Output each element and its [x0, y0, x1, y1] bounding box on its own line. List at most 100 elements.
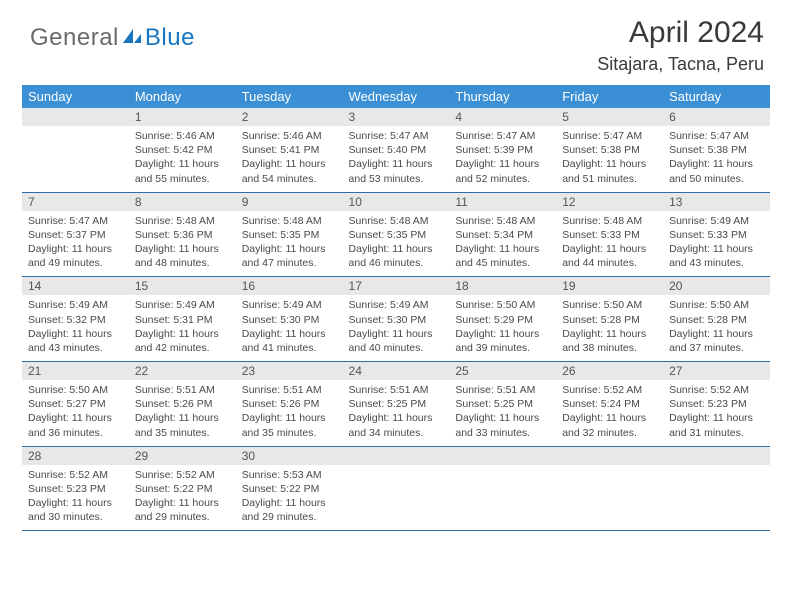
sunset-line: Sunset: 5:29 PM [455, 313, 550, 327]
day-details: Sunrise: 5:51 AMSunset: 5:25 PMDaylight:… [449, 380, 556, 446]
calendar-table: SundayMondayTuesdayWednesdayThursdayFrid… [22, 85, 770, 531]
day-number: 8 [129, 193, 236, 211]
sunset-line: Sunset: 5:24 PM [562, 397, 657, 411]
calendar-day-cell: 2Sunrise: 5:46 AMSunset: 5:41 PMDaylight… [236, 108, 343, 192]
sunrise-line: Sunrise: 5:48 AM [455, 214, 550, 228]
daylight-line: Daylight: 11 hours and 41 minutes. [242, 327, 337, 355]
sunrise-line: Sunrise: 5:48 AM [135, 214, 230, 228]
daylight-line: Daylight: 11 hours and 44 minutes. [562, 242, 657, 270]
day-number [343, 447, 450, 465]
day-number: 24 [343, 362, 450, 380]
calendar-day-cell: 24Sunrise: 5:51 AMSunset: 5:25 PMDayligh… [343, 362, 450, 447]
day-details: Sunrise: 5:46 AMSunset: 5:41 PMDaylight:… [236, 126, 343, 192]
sunrise-line: Sunrise: 5:51 AM [135, 383, 230, 397]
day-details: Sunrise: 5:52 AMSunset: 5:23 PMDaylight:… [663, 380, 770, 446]
calendar-week-row: 14Sunrise: 5:49 AMSunset: 5:32 PMDayligh… [22, 277, 770, 362]
sunset-line: Sunset: 5:25 PM [455, 397, 550, 411]
sunrise-line: Sunrise: 5:48 AM [562, 214, 657, 228]
day-details: Sunrise: 5:47 AMSunset: 5:39 PMDaylight:… [449, 126, 556, 192]
sunrise-line: Sunrise: 5:46 AM [242, 129, 337, 143]
day-number: 13 [663, 193, 770, 211]
sunrise-line: Sunrise: 5:52 AM [562, 383, 657, 397]
sunrise-line: Sunrise: 5:52 AM [28, 468, 123, 482]
daylight-line: Daylight: 11 hours and 53 minutes. [349, 157, 444, 185]
daylight-line: Daylight: 11 hours and 33 minutes. [455, 411, 550, 439]
day-number: 30 [236, 447, 343, 465]
sunset-line: Sunset: 5:33 PM [562, 228, 657, 242]
calendar-day-cell: 15Sunrise: 5:49 AMSunset: 5:31 PMDayligh… [129, 277, 236, 362]
calendar-day-cell: 25Sunrise: 5:51 AMSunset: 5:25 PMDayligh… [449, 362, 556, 447]
calendar-day-cell: 3Sunrise: 5:47 AMSunset: 5:40 PMDaylight… [343, 108, 450, 192]
logo-sail-icon [121, 27, 143, 50]
calendar-day-cell: 14Sunrise: 5:49 AMSunset: 5:32 PMDayligh… [22, 277, 129, 362]
calendar-day-cell: 6Sunrise: 5:47 AMSunset: 5:38 PMDaylight… [663, 108, 770, 192]
calendar-day-cell [556, 446, 663, 531]
day-details: Sunrise: 5:50 AMSunset: 5:28 PMDaylight:… [663, 295, 770, 361]
daylight-line: Daylight: 11 hours and 31 minutes. [669, 411, 764, 439]
sunset-line: Sunset: 5:39 PM [455, 143, 550, 157]
day-details: Sunrise: 5:48 AMSunset: 5:35 PMDaylight:… [343, 211, 450, 277]
sunset-line: Sunset: 5:31 PM [135, 313, 230, 327]
daylight-line: Daylight: 11 hours and 29 minutes. [135, 496, 230, 524]
calendar-day-cell: 9Sunrise: 5:48 AMSunset: 5:35 PMDaylight… [236, 192, 343, 277]
sunset-line: Sunset: 5:28 PM [669, 313, 764, 327]
calendar-day-cell: 28Sunrise: 5:52 AMSunset: 5:23 PMDayligh… [22, 446, 129, 531]
day-details: Sunrise: 5:48 AMSunset: 5:36 PMDaylight:… [129, 211, 236, 277]
day-details [22, 126, 129, 188]
day-details: Sunrise: 5:47 AMSunset: 5:38 PMDaylight:… [556, 126, 663, 192]
calendar-day-cell: 20Sunrise: 5:50 AMSunset: 5:28 PMDayligh… [663, 277, 770, 362]
calendar-day-cell [343, 446, 450, 531]
day-number: 3 [343, 108, 450, 126]
weekday-header: Thursday [449, 85, 556, 108]
day-details: Sunrise: 5:48 AMSunset: 5:34 PMDaylight:… [449, 211, 556, 277]
weekday-header: Saturday [663, 85, 770, 108]
sunrise-line: Sunrise: 5:49 AM [135, 298, 230, 312]
day-number: 9 [236, 193, 343, 211]
day-number: 18 [449, 277, 556, 295]
sunrise-line: Sunrise: 5:46 AM [135, 129, 230, 143]
sunset-line: Sunset: 5:30 PM [242, 313, 337, 327]
day-number: 6 [663, 108, 770, 126]
day-number: 15 [129, 277, 236, 295]
day-number: 7 [22, 193, 129, 211]
calendar-day-cell: 30Sunrise: 5:53 AMSunset: 5:22 PMDayligh… [236, 446, 343, 531]
day-details: Sunrise: 5:49 AMSunset: 5:33 PMDaylight:… [663, 211, 770, 277]
sunset-line: Sunset: 5:38 PM [562, 143, 657, 157]
sunset-line: Sunset: 5:33 PM [669, 228, 764, 242]
sunset-line: Sunset: 5:30 PM [349, 313, 444, 327]
day-number: 21 [22, 362, 129, 380]
daylight-line: Daylight: 11 hours and 29 minutes. [242, 496, 337, 524]
calendar-day-cell: 22Sunrise: 5:51 AMSunset: 5:26 PMDayligh… [129, 362, 236, 447]
daylight-line: Daylight: 11 hours and 51 minutes. [562, 157, 657, 185]
sunrise-line: Sunrise: 5:51 AM [242, 383, 337, 397]
sunset-line: Sunset: 5:37 PM [28, 228, 123, 242]
logo: General Blue [30, 24, 195, 52]
day-number: 25 [449, 362, 556, 380]
day-details: Sunrise: 5:51 AMSunset: 5:26 PMDaylight:… [129, 380, 236, 446]
sunrise-line: Sunrise: 5:47 AM [455, 129, 550, 143]
daylight-line: Daylight: 11 hours and 35 minutes. [242, 411, 337, 439]
sunrise-line: Sunrise: 5:49 AM [669, 214, 764, 228]
day-details: Sunrise: 5:47 AMSunset: 5:38 PMDaylight:… [663, 126, 770, 192]
sunrise-line: Sunrise: 5:52 AM [135, 468, 230, 482]
daylight-line: Daylight: 11 hours and 38 minutes. [562, 327, 657, 355]
sunset-line: Sunset: 5:23 PM [669, 397, 764, 411]
sunrise-line: Sunrise: 5:50 AM [455, 298, 550, 312]
daylight-line: Daylight: 11 hours and 40 minutes. [349, 327, 444, 355]
daylight-line: Daylight: 11 hours and 43 minutes. [28, 327, 123, 355]
calendar-week-row: 28Sunrise: 5:52 AMSunset: 5:23 PMDayligh… [22, 446, 770, 531]
day-number: 2 [236, 108, 343, 126]
day-details: Sunrise: 5:48 AMSunset: 5:33 PMDaylight:… [556, 211, 663, 277]
day-number: 28 [22, 447, 129, 465]
day-number: 11 [449, 193, 556, 211]
day-details: Sunrise: 5:46 AMSunset: 5:42 PMDaylight:… [129, 126, 236, 192]
calendar-day-cell: 12Sunrise: 5:48 AMSunset: 5:33 PMDayligh… [556, 192, 663, 277]
day-number: 12 [556, 193, 663, 211]
sunrise-line: Sunrise: 5:47 AM [669, 129, 764, 143]
day-number: 14 [22, 277, 129, 295]
sunrise-line: Sunrise: 5:49 AM [242, 298, 337, 312]
day-details: Sunrise: 5:51 AMSunset: 5:25 PMDaylight:… [343, 380, 450, 446]
sunset-line: Sunset: 5:28 PM [562, 313, 657, 327]
calendar-day-cell: 13Sunrise: 5:49 AMSunset: 5:33 PMDayligh… [663, 192, 770, 277]
day-details [556, 465, 663, 527]
